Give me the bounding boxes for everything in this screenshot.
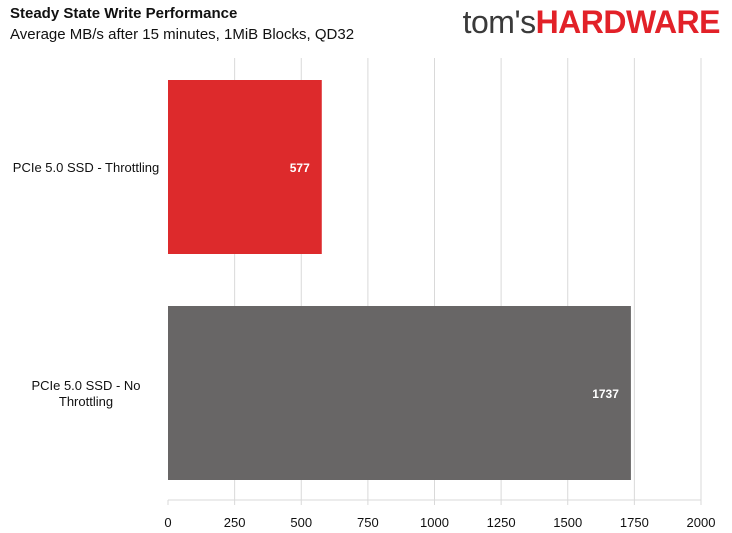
x-tick-label: 250 [224,515,246,530]
data-label: 1737 [592,387,619,401]
x-tick-label: 1500 [553,515,582,530]
chart-subtitle: Average MB/s after 15 minutes, 1MiB Bloc… [10,26,355,43]
x-tick-label: 1250 [487,515,516,530]
x-tick-label: 750 [357,515,379,530]
x-tick-label: 0 [164,515,171,530]
logo-part-hardware: HARDWARE [535,4,721,40]
category-label: PCIe 5.0 SSD - No [31,378,140,393]
x-tick-label: 2000 [687,515,716,530]
x-tick-label: 1750 [620,515,649,530]
bar [168,306,631,480]
toms-hardware-logo: tom'sHARDWARE [462,2,721,42]
bar [168,80,322,254]
chart-title: Steady State Write Performance [10,5,238,22]
logo-part-toms: tom's [462,4,536,40]
x-tick-label: 1000 [420,515,449,530]
category-label: Throttling [59,394,113,409]
data-label: 577 [290,161,310,175]
category-label: PCIe 5.0 SSD - Throttling [13,160,159,175]
x-tick-label: 500 [290,515,312,530]
